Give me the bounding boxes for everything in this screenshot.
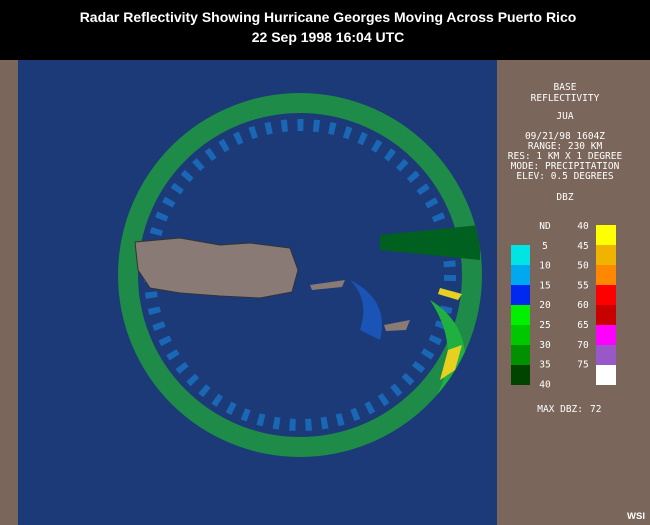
- panel-line: RANGE: 230 KM: [528, 141, 603, 152]
- title: Radar Reflectivity Showing Hurricane Geo…: [80, 9, 577, 25]
- panel-line: MODE: PRECIPITATION: [511, 161, 620, 172]
- panel-line: RES: 1 KM X 1 DEGREE: [508, 151, 623, 162]
- left-strip: [0, 60, 18, 525]
- panel-line: 09/21/98 1604Z: [525, 131, 605, 142]
- legend-swatch: [511, 265, 530, 285]
- legend-label: 25: [539, 320, 550, 331]
- panel-line: DBZ: [556, 192, 573, 203]
- legend-swatch: [511, 285, 530, 305]
- panel-line: ELEV: 0.5 DEGREES: [516, 171, 614, 182]
- legend-label: 40: [577, 221, 589, 232]
- legend-swatch: [596, 285, 616, 305]
- legend-swatch: [596, 245, 616, 265]
- legend-swatch: [511, 325, 530, 345]
- legend-label: 5: [542, 241, 548, 252]
- legend-swatch: [596, 365, 616, 385]
- legend-label: ND: [539, 221, 551, 232]
- legend-label: 70: [577, 340, 589, 351]
- vieques: [310, 280, 345, 290]
- legend-swatch: [511, 245, 530, 265]
- legend-label: 35: [539, 360, 550, 371]
- max-dbz-value: 72: [590, 404, 601, 415]
- legend-label: 40: [539, 379, 551, 390]
- legend-label: 60: [577, 300, 589, 311]
- legend-swatch: [596, 265, 616, 285]
- legend-label: 55: [577, 280, 588, 291]
- legend-swatch: [511, 305, 530, 325]
- legend-swatch: [511, 345, 530, 365]
- header-bar: [0, 0, 650, 60]
- legend-label: 20: [539, 300, 551, 311]
- legend-swatch: [596, 345, 616, 365]
- panel-line: BASE: [554, 82, 577, 93]
- legend-label: 75: [577, 360, 588, 371]
- panel-line: JUA: [556, 111, 573, 122]
- legend-label: 50: [577, 261, 589, 272]
- island: [384, 320, 410, 331]
- legend-swatch: [596, 325, 616, 345]
- legend-label: 65: [577, 320, 588, 331]
- credit: WSI: [627, 511, 645, 522]
- subtitle: 22 Sep 1998 16:04 UTC: [252, 29, 405, 45]
- legend-label: 15: [539, 280, 550, 291]
- legend-swatch: [596, 305, 616, 325]
- panel-line: REFLECTIVITY: [531, 93, 600, 104]
- legend-swatch: [511, 365, 530, 385]
- puerto-rico: [134, 237, 299, 299]
- legend-label: 30: [539, 340, 551, 351]
- legend-label: 45: [577, 241, 588, 252]
- max-dbz-label: MAX DBZ:: [537, 404, 583, 415]
- legend-label: 10: [539, 261, 551, 272]
- legend-swatch: [596, 225, 616, 245]
